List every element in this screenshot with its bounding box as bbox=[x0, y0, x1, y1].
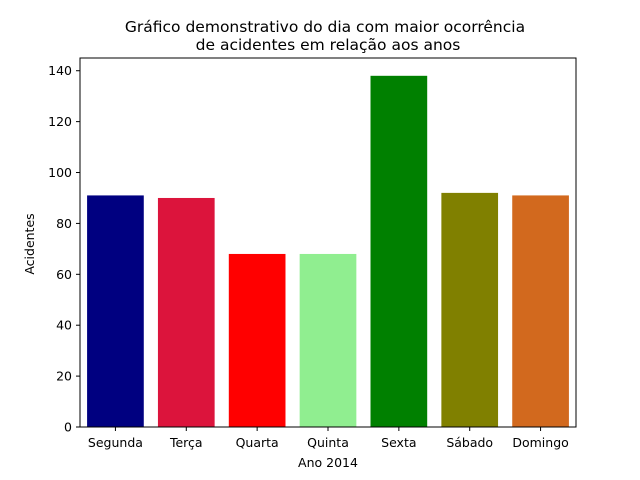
x-tick-label-6: Domingo bbox=[512, 435, 568, 450]
bar-3 bbox=[299, 253, 357, 427]
y-tick-label-1: 20 bbox=[56, 369, 72, 384]
chart-title-line-1: Gráfico demonstrativo do dia com maior o… bbox=[125, 18, 525, 36]
x-tick-label-3: Quinta bbox=[307, 435, 349, 450]
y-tick-label-0: 0 bbox=[64, 420, 72, 435]
x-tick-label-1: Terça bbox=[169, 435, 203, 450]
chart-title-line-2: de acidentes em relação aos anos bbox=[196, 36, 461, 54]
y-tick-label-2: 40 bbox=[56, 318, 72, 333]
x-tick-label-4: Sexta bbox=[381, 435, 416, 450]
plot-area: Segunda Terça Quarta Quinta Sexta Sábado Domin… bbox=[48, 57, 577, 450]
x-axis-label: Ano 2014 bbox=[298, 455, 358, 470]
y-tick-label-7: 140 bbox=[48, 63, 72, 78]
bar-4 bbox=[370, 75, 428, 427]
bar-5 bbox=[441, 192, 499, 427]
y-tick-label-3: 60 bbox=[56, 267, 72, 282]
bar-0 bbox=[87, 195, 144, 427]
x-tick-label-5: Sábado bbox=[446, 435, 493, 450]
x-tick-label-0: Segunda bbox=[88, 435, 143, 450]
bar-6 bbox=[512, 195, 569, 427]
bar-2 bbox=[228, 253, 286, 427]
y-tick-label-4: 80 bbox=[56, 216, 72, 231]
y-tick-label-5: 100 bbox=[48, 165, 72, 180]
y-axis-label: Acidentes bbox=[22, 213, 37, 274]
y-tick-label-6: 120 bbox=[48, 114, 72, 129]
x-tick-label-2: Quarta bbox=[236, 435, 279, 450]
bar-1 bbox=[157, 197, 215, 427]
plot-frame bbox=[79, 57, 577, 428]
